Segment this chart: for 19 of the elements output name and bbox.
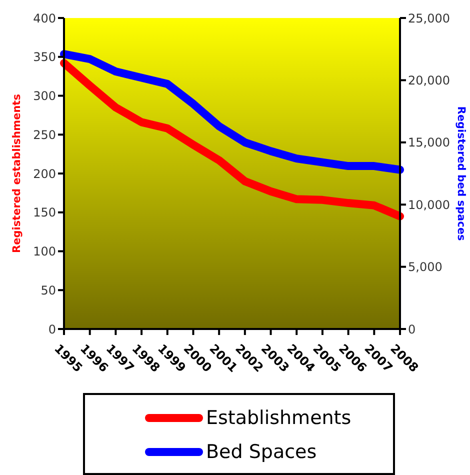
legend-label: Establishments bbox=[206, 407, 352, 429]
y2-tick-label: 25,000 bbox=[408, 11, 450, 26]
y2-axis-title: Registered bed spaces bbox=[455, 106, 467, 241]
y-tick-label: 400 bbox=[33, 11, 56, 26]
y-tick-label: 100 bbox=[33, 244, 56, 259]
legend-label: Bed Spaces bbox=[206, 441, 317, 463]
y2-tick-label: 20,000 bbox=[408, 73, 450, 88]
y-tick-label: 50 bbox=[40, 283, 56, 298]
y-tick-label: 200 bbox=[33, 166, 56, 181]
y2-tick-label: 15,000 bbox=[408, 136, 450, 150]
y-tick-label: 150 bbox=[33, 206, 56, 220]
y-tick-label: 300 bbox=[33, 89, 56, 104]
y2-tick-label: 5,000 bbox=[408, 260, 442, 274]
y2-tick-label: 10,000 bbox=[408, 198, 450, 212]
y-tick-label: 250 bbox=[33, 128, 56, 142]
y-tick-label: 350 bbox=[33, 50, 56, 64]
y2-tick-label: 0 bbox=[408, 322, 416, 336]
y-tick-label: 0 bbox=[48, 322, 56, 336]
y-axis-title: Registered establishments bbox=[11, 94, 23, 253]
